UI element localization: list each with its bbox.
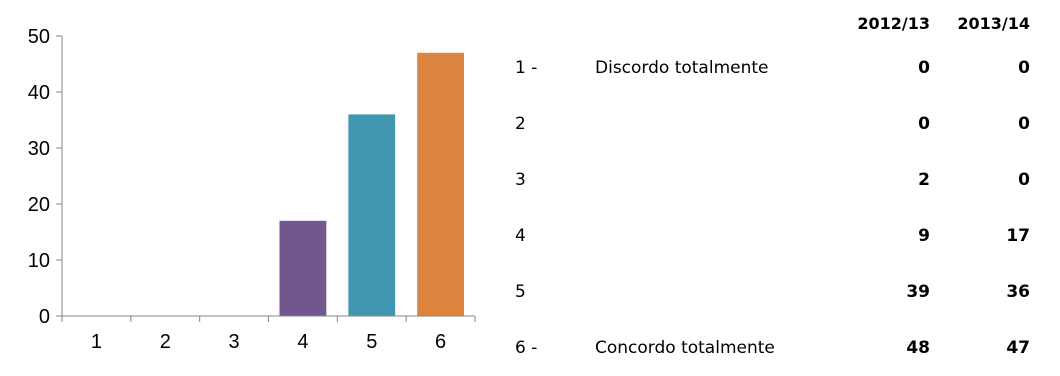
x-tick-label: 4 [297,331,308,353]
bar-chart: 0 10 20 30 40 50 1 2 3 4 5 6 [28,26,476,353]
header-year-1: 2012/13 [857,13,930,33]
row-value-2012-13: 39 [906,282,930,302]
x-tick-label: 5 [366,331,377,353]
x-tick-label: 6 [435,331,446,353]
y-tick-label: 50 [28,26,50,48]
row-description [595,208,845,264]
table-row: 6 - Concordo totalmente 48 47 [515,320,1030,376]
row-description [595,152,845,208]
y-tick-label: 10 [28,250,50,272]
row-description [595,96,845,152]
row-value-2013-14: 17 [1006,226,1030,246]
row-value-2012-13: 0 [918,58,930,78]
table-row: 2 0 0 [515,96,1030,152]
x-tick-label: 1 [91,331,102,353]
x-axis-ticks: 1 2 3 4 5 6 [61,316,476,353]
row-scale: 1 - [515,58,538,78]
row-scale: 2 [515,114,526,134]
table-row: 1 - Discordo totalmente 0 0 [515,40,1030,96]
row-scale: 3 [515,170,526,190]
row-description: Discordo totalmente [595,58,769,78]
table-row: 4 9 17 [515,208,1030,264]
y-tick-label: 20 [28,194,50,216]
row-value-2012-13: 9 [918,226,930,246]
header-desc [595,6,845,40]
y-tick-label: 0 [39,306,50,328]
row-value-2012-13: 0 [918,114,930,134]
row-value-2012-13: 48 [906,338,930,358]
table-header-row: 2012/13 2013/14 [515,6,1030,40]
bar-6 [417,52,464,317]
row-description: Concordo totalmente [595,338,775,358]
row-scale: 5 [515,282,526,302]
bars [279,52,464,317]
x-tick-label: 2 [160,331,171,353]
table-row: 3 2 0 [515,152,1030,208]
row-description [595,264,845,320]
header-num [515,6,595,40]
row-value-2013-14: 0 [1018,114,1030,134]
row-value-2013-14: 47 [1006,338,1030,358]
bar-4 [279,220,327,316]
row-scale: 4 [515,226,526,246]
header-year-2: 2013/14 [957,13,1030,33]
row-value-2012-13: 2 [918,170,930,190]
table-row: 5 39 36 [515,264,1030,320]
row-scale: 6 - [515,338,538,358]
x-tick-label: 3 [229,331,240,353]
bar-5 [348,114,396,317]
row-value-2013-14: 0 [1018,170,1030,190]
y-tick-label: 30 [28,138,50,160]
y-axis-ticks: 0 10 20 30 40 50 [28,26,62,328]
response-table: 2012/13 2013/14 1 - Discordo totalmente … [515,6,1030,376]
row-value-2013-14: 0 [1018,58,1030,78]
y-tick-label: 40 [28,82,50,104]
row-value-2013-14: 36 [1006,282,1030,302]
